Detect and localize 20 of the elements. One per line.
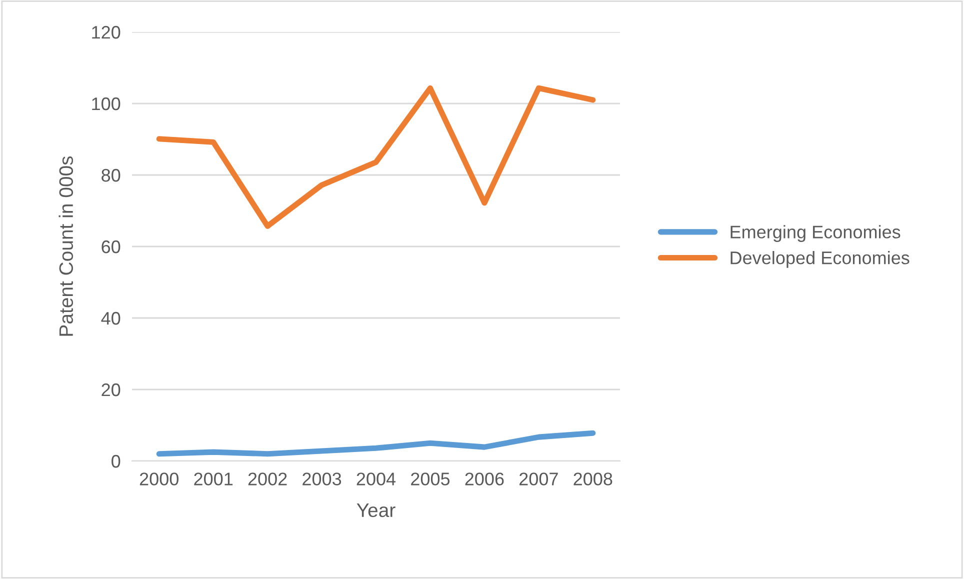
y-tick-label: 100 — [92, 97, 120, 110]
legend-label: Developed Economies — [730, 251, 910, 268]
y-tick-label: 20 — [102, 383, 120, 396]
y-tick-label: 40 — [101, 312, 120, 325]
x-tick-label: 2004 — [356, 472, 396, 486]
y-tick-label: 0 — [112, 454, 120, 468]
y-axis-title: Patent Count in 000s — [58, 156, 74, 336]
x-tick-label: 2000 — [140, 472, 178, 486]
x-tick-label: 2005 — [411, 472, 450, 486]
x-axis-title: Year — [356, 504, 396, 518]
y-tick-label: 80 — [102, 168, 120, 182]
x-tick-label: 2001 — [194, 472, 233, 486]
x-tick-label: 2003 — [302, 472, 342, 486]
x-tick-label: 2007 — [519, 472, 558, 486]
y-tick-label: 60 — [102, 240, 120, 254]
legend-label: Emerging Economies — [730, 225, 900, 242]
y-tick-label: 120 — [92, 26, 120, 39]
x-tick-label: 2008 — [574, 472, 612, 486]
x-tick-label: 2006 — [465, 472, 504, 486]
x-tick-label: 2002 — [248, 472, 287, 486]
